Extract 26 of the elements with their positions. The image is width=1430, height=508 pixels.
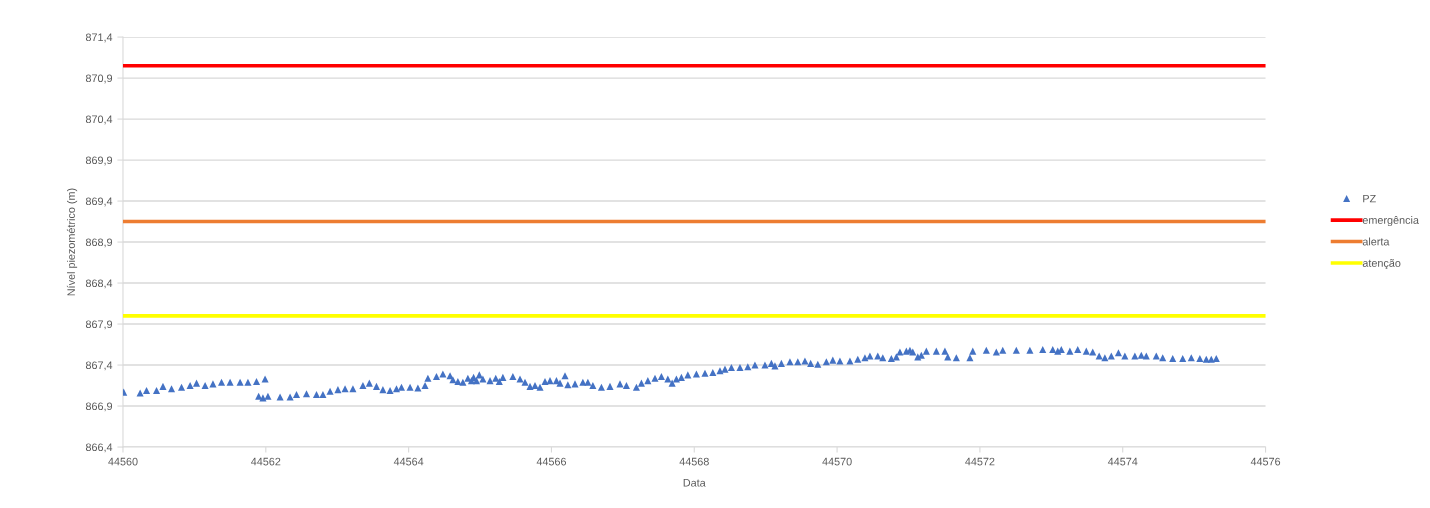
y-tick-label: 871,4 <box>85 33 113 43</box>
y-tick-label: 869,9 <box>85 156 113 166</box>
x-tick-label: 44570 <box>822 457 852 466</box>
x-tick-label: 44566 <box>536 457 567 466</box>
y-tick-label: 870,4 <box>85 115 113 125</box>
x-tick-label: 44568 <box>679 457 709 466</box>
y-tick-label: 867,9 <box>85 320 113 330</box>
x-tick-label: 44562 <box>250 457 281 466</box>
legend-label: emergência <box>1362 215 1419 227</box>
y-tick-label: 868,9 <box>85 238 113 248</box>
y-tick-label: 868,4 <box>85 279 113 289</box>
legend-label: alerta <box>1362 237 1390 246</box>
x-tick-label: 44574 <box>1107 457 1138 466</box>
x-tick-label: 44560 <box>108 457 138 466</box>
legend-label: atenção <box>1362 259 1401 270</box>
y-axis-title: Nível piezométrico (m) <box>66 188 78 296</box>
y-tick-label: 866,9 <box>85 402 113 412</box>
y-tick-label: 866,4 <box>85 443 113 453</box>
x-tick-label: 44572 <box>965 457 995 466</box>
legend-label: PZ <box>1363 194 1376 203</box>
x-tick-label: 44564 <box>393 457 424 466</box>
y-tick-label: 870,9 <box>85 74 113 84</box>
y-tick-label: 869,4 <box>85 197 113 207</box>
y-tick-label: 867,4 <box>85 361 113 371</box>
x-tick-label: 44576 <box>1250 457 1281 466</box>
x-axis-title: Data <box>683 479 706 487</box>
